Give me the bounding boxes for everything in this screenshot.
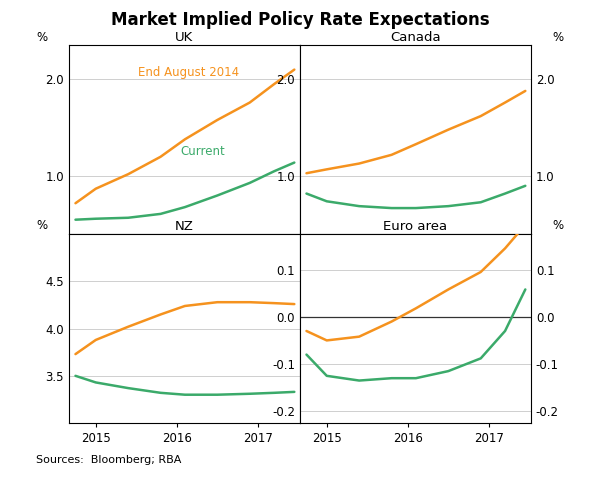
Text: Current: Current <box>180 145 224 159</box>
Title: NZ: NZ <box>175 220 194 233</box>
Text: %: % <box>552 219 563 232</box>
Text: Market Implied Policy Rate Expectations: Market Implied Policy Rate Expectations <box>110 11 490 30</box>
Title: Euro area: Euro area <box>383 220 448 233</box>
Text: %: % <box>37 31 48 43</box>
Text: End August 2014: End August 2014 <box>139 66 239 79</box>
Title: UK: UK <box>175 31 194 44</box>
Text: Sources:  Bloomberg; RBA: Sources: Bloomberg; RBA <box>36 455 181 465</box>
Title: Canada: Canada <box>390 31 441 44</box>
Text: %: % <box>552 31 563 43</box>
Text: %: % <box>37 219 48 232</box>
